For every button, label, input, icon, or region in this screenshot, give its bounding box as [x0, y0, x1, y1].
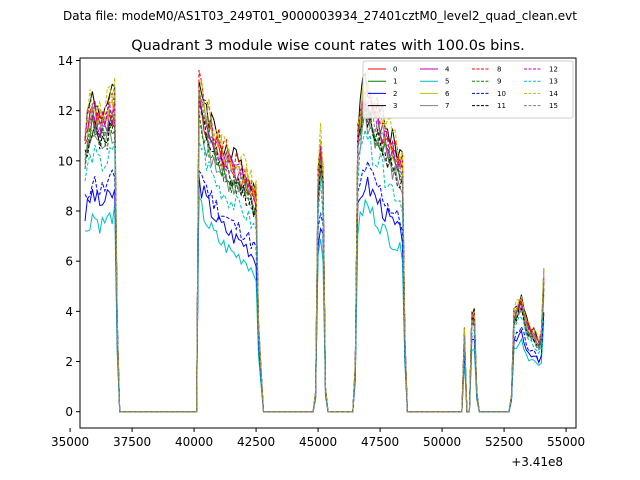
legend-label-4: 4 [445, 66, 450, 74]
x-tick-label: 37500 [113, 435, 151, 449]
legend-box [362, 60, 574, 119]
y-tick-label: 4 [65, 305, 73, 319]
legend-label-8: 8 [497, 66, 501, 74]
legend-label-14: 14 [549, 90, 558, 98]
legend-label-1: 1 [393, 78, 397, 86]
axes-layer: 35000 37500 40000 42500 45000 47500 50000 52500… [51, 54, 585, 449]
y-tick-label: 0 [65, 405, 73, 419]
legend-label-15: 15 [549, 102, 558, 110]
y-tick-label: 2 [65, 355, 73, 369]
legend-label-3: 3 [393, 102, 397, 110]
legend-label-2: 2 [393, 90, 397, 98]
y-tick-label: 6 [65, 255, 73, 269]
x-tick-label: 45000 [299, 435, 337, 449]
chart-title: Quadrant 3 module wise count rates with … [131, 38, 525, 54]
x-tick-label: 47500 [361, 435, 399, 449]
y-tick-label: 8 [65, 205, 73, 219]
x-tick-label: 55000 [547, 435, 585, 449]
legend-label-6: 6 [445, 90, 450, 98]
x-offset-label: +3.41e8 [511, 455, 563, 469]
x-tick-label: 40000 [175, 435, 213, 449]
series-line-15 [84, 92, 545, 413]
y-tick-label: 12 [58, 104, 73, 118]
legend-label-9: 9 [497, 78, 501, 86]
x-tick-label: 42500 [237, 435, 275, 449]
legend-label-5: 5 [445, 78, 449, 86]
series-layer [84, 69, 545, 413]
legend-label-11: 11 [497, 102, 506, 110]
plot-frame [79, 57, 577, 429]
y-tick-label: 14 [58, 54, 73, 68]
legend-label-12: 12 [549, 66, 558, 74]
legend-label-13: 13 [549, 78, 558, 86]
x-tick-label: 35000 [51, 435, 89, 449]
x-tick-label: 50000 [423, 435, 461, 449]
chart-suptitle: Data file: modeM0/AS1T03_249T01_90000039… [63, 9, 577, 23]
legend-label-0: 0 [393, 66, 397, 74]
legend-label-10: 10 [497, 90, 506, 98]
legend-label-7: 7 [445, 102, 449, 110]
x-tick-label: 52500 [485, 435, 523, 449]
y-tick-label: 10 [58, 154, 73, 168]
